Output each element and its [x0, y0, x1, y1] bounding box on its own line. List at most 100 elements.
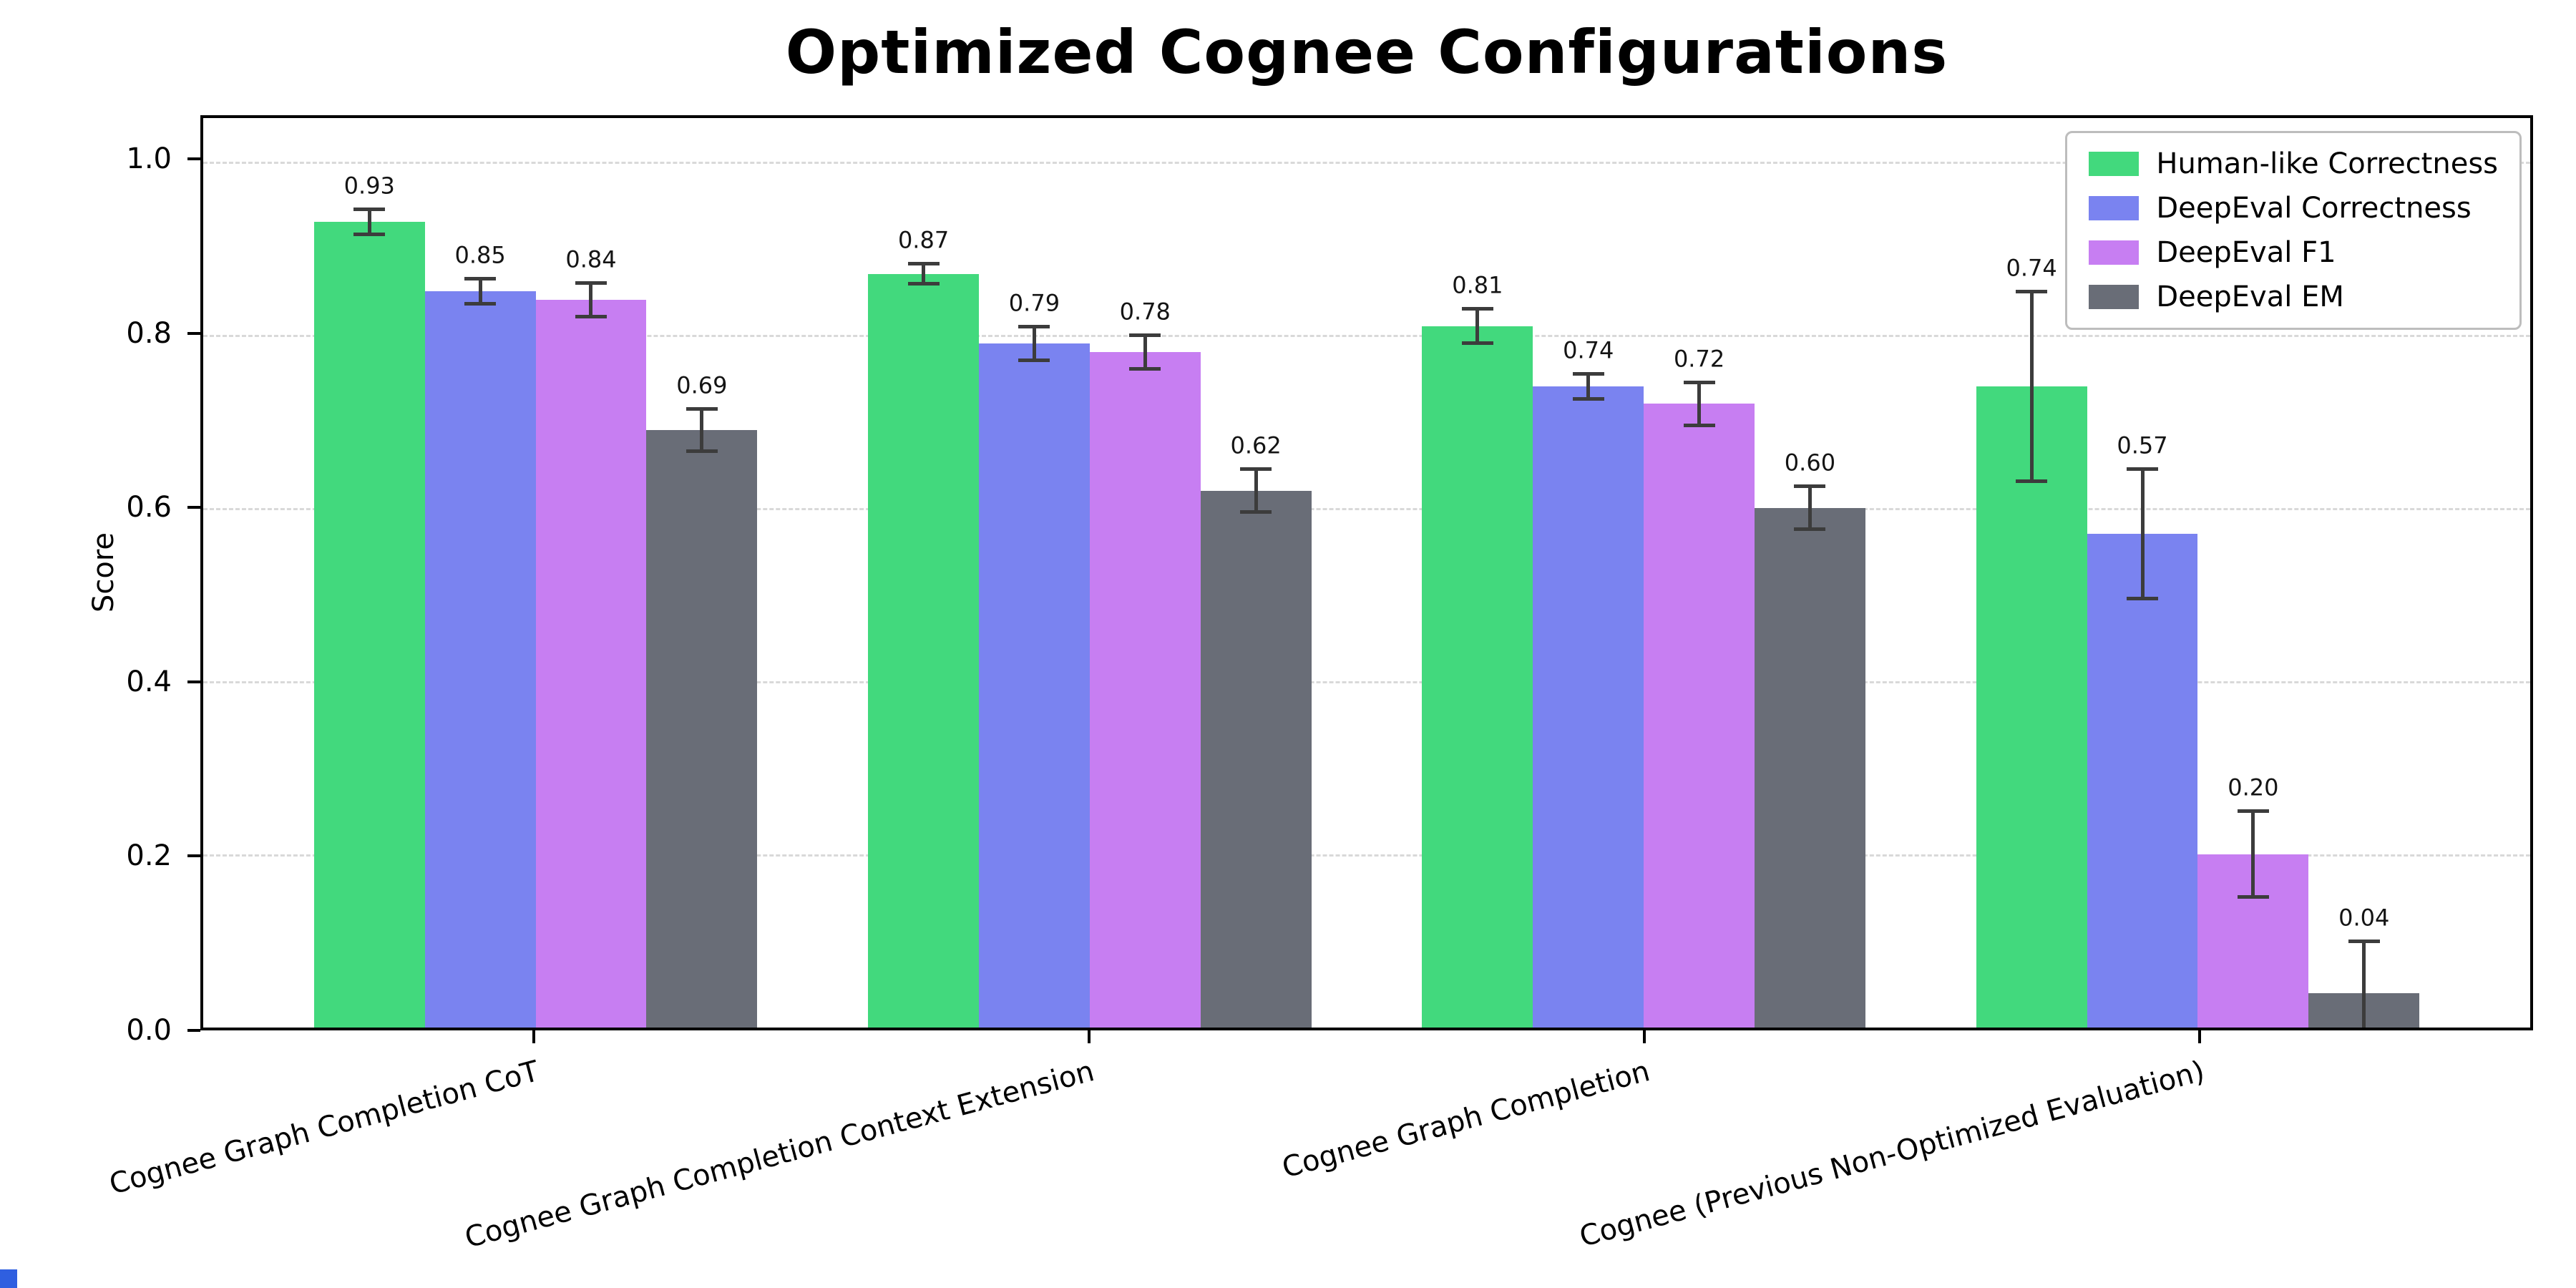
legend-swatch	[2089, 152, 2140, 176]
error-bar-cap-top	[1018, 324, 1050, 328]
error-bar-line	[1475, 308, 1480, 343]
bar-value-label: 0.74	[1563, 336, 1614, 364]
x-tick-mark	[532, 1030, 535, 1043]
bar-value-label: 0.74	[2006, 254, 2057, 282]
x-category-label: Cognee Graph Completion CoT	[105, 1055, 542, 1201]
bar-value-label: 0.20	[2228, 774, 2279, 802]
bar	[535, 300, 647, 1028]
x-tick-mark	[1087, 1030, 1091, 1043]
legend-item: DeepEval EM	[2089, 280, 2498, 313]
x-category-label: Cognee (Previous Non-Optimized Evaluatio…	[1576, 1055, 2209, 1254]
error-bar-line	[1586, 374, 1591, 400]
error-bar-cap-top	[1683, 381, 1715, 385]
legend-item: DeepEval Correctness	[2089, 192, 2498, 225]
y-tick-mark	[187, 854, 200, 858]
error-bar-line	[922, 263, 926, 285]
corner-mark	[0, 1269, 17, 1288]
bar-value-label: 0.87	[897, 227, 950, 255]
error-bar-line	[2251, 811, 2255, 898]
bar-value-label: 0.62	[1230, 431, 1282, 459]
y-tick-label: 0.4	[126, 665, 172, 698]
legend-swatch	[2089, 240, 2140, 265]
error-bar-cap-bottom	[1683, 423, 1715, 427]
error-bar-cap-top	[2127, 467, 2158, 472]
error-bar-line	[589, 282, 593, 318]
bar-value-label: 0.84	[565, 245, 617, 273]
bar	[2087, 534, 2198, 1028]
x-tick-mark	[1643, 1030, 1646, 1043]
legend-item-label: DeepEval F1	[2156, 236, 2336, 269]
bar	[1533, 386, 1644, 1028]
plot-area: Human-like Correctness DeepEval Correctne…	[200, 115, 2533, 1030]
bar-value-label: 0.81	[1452, 271, 1503, 299]
x-tick-mark	[2198, 1030, 2202, 1043]
error-bar-line	[1143, 334, 1147, 370]
error-bar-cap-bottom	[1461, 341, 1493, 345]
y-tick-mark	[187, 680, 200, 683]
bar-value-label: 0.04	[2338, 904, 2390, 932]
error-bar-cap-bottom	[464, 302, 497, 306]
bar-value-label: 0.57	[2117, 431, 2168, 459]
error-bar-line	[367, 209, 371, 235]
legend-swatch	[2089, 196, 2140, 220]
error-bar-line	[1254, 469, 1258, 512]
gridline	[203, 854, 2530, 857]
error-bar-cap-top	[2016, 290, 2048, 294]
error-bar-cap-bottom	[1240, 509, 1272, 514]
legend: Human-like Correctness DeepEval Correctne…	[2065, 131, 2522, 330]
error-bar-cap-bottom	[907, 282, 940, 286]
error-bar-cap-bottom	[1794, 527, 1826, 531]
error-bar-cap-top	[353, 208, 386, 212]
bar	[424, 291, 536, 1028]
legend-swatch	[2089, 285, 2140, 309]
error-bar-cap-top	[575, 280, 607, 285]
bar	[978, 343, 1090, 1028]
gridline	[203, 680, 2530, 683]
error-bar-cap-bottom	[575, 315, 607, 319]
error-bar-cap-top	[1794, 484, 1826, 489]
gridline	[203, 334, 2530, 337]
bar	[1089, 351, 1201, 1028]
error-bar-cap-top	[1240, 467, 1272, 472]
bar	[1754, 507, 1865, 1028]
legend-item-label: Human-like Correctness	[2156, 147, 2498, 180]
legend-item-label: DeepEval EM	[2156, 280, 2344, 313]
bar	[868, 273, 979, 1028]
bar-value-label: 0.60	[1784, 449, 1836, 477]
y-tick-mark	[187, 506, 200, 509]
y-tick-mark	[187, 331, 200, 335]
error-bar-line	[2140, 469, 2145, 599]
bar-value-label: 0.79	[1008, 289, 1060, 317]
error-bar-cap-bottom	[2237, 895, 2269, 899]
error-bar-cap-top	[1572, 372, 1604, 376]
bar-value-label: 0.69	[676, 371, 728, 399]
error-bar-line	[1032, 326, 1036, 361]
gridline	[203, 161, 2530, 164]
error-bar-cap-top	[1461, 307, 1493, 311]
error-bar-cap-top	[2348, 939, 2380, 943]
error-bar-cap-bottom	[1129, 367, 1161, 371]
y-tick-mark	[187, 1029, 200, 1032]
error-bar-cap-top	[2237, 809, 2269, 814]
error-bar-line	[2029, 291, 2034, 482]
error-bar-line	[1807, 486, 1812, 530]
x-category-label: Cognee Graph Completion Context Extensio…	[461, 1055, 1098, 1255]
y-axis-label: Score	[87, 532, 120, 613]
bar	[646, 429, 758, 1028]
bar-value-label: 0.85	[454, 241, 506, 269]
y-tick-label: 0.6	[126, 491, 172, 525]
error-bar-cap-top	[907, 262, 940, 266]
legend-item-label: DeepEval Correctness	[2156, 192, 2472, 225]
y-tick-label: 0.0	[126, 1014, 172, 1047]
error-bar-cap-top	[1129, 333, 1161, 337]
bar-value-label: 0.93	[343, 172, 395, 200]
error-bar-line	[1697, 382, 1702, 426]
error-bar-cap-bottom	[1018, 358, 1050, 362]
chart-title: Optimized Cognee Configurations	[785, 17, 1948, 87]
gridline	[203, 507, 2530, 510]
x-category-label: Cognee Graph Completion	[1278, 1055, 1654, 1185]
bar-value-label: 0.72	[1673, 345, 1725, 373]
legend-item: Human-like Correctness	[2089, 147, 2498, 180]
error-bar-cap-top	[686, 406, 718, 411]
